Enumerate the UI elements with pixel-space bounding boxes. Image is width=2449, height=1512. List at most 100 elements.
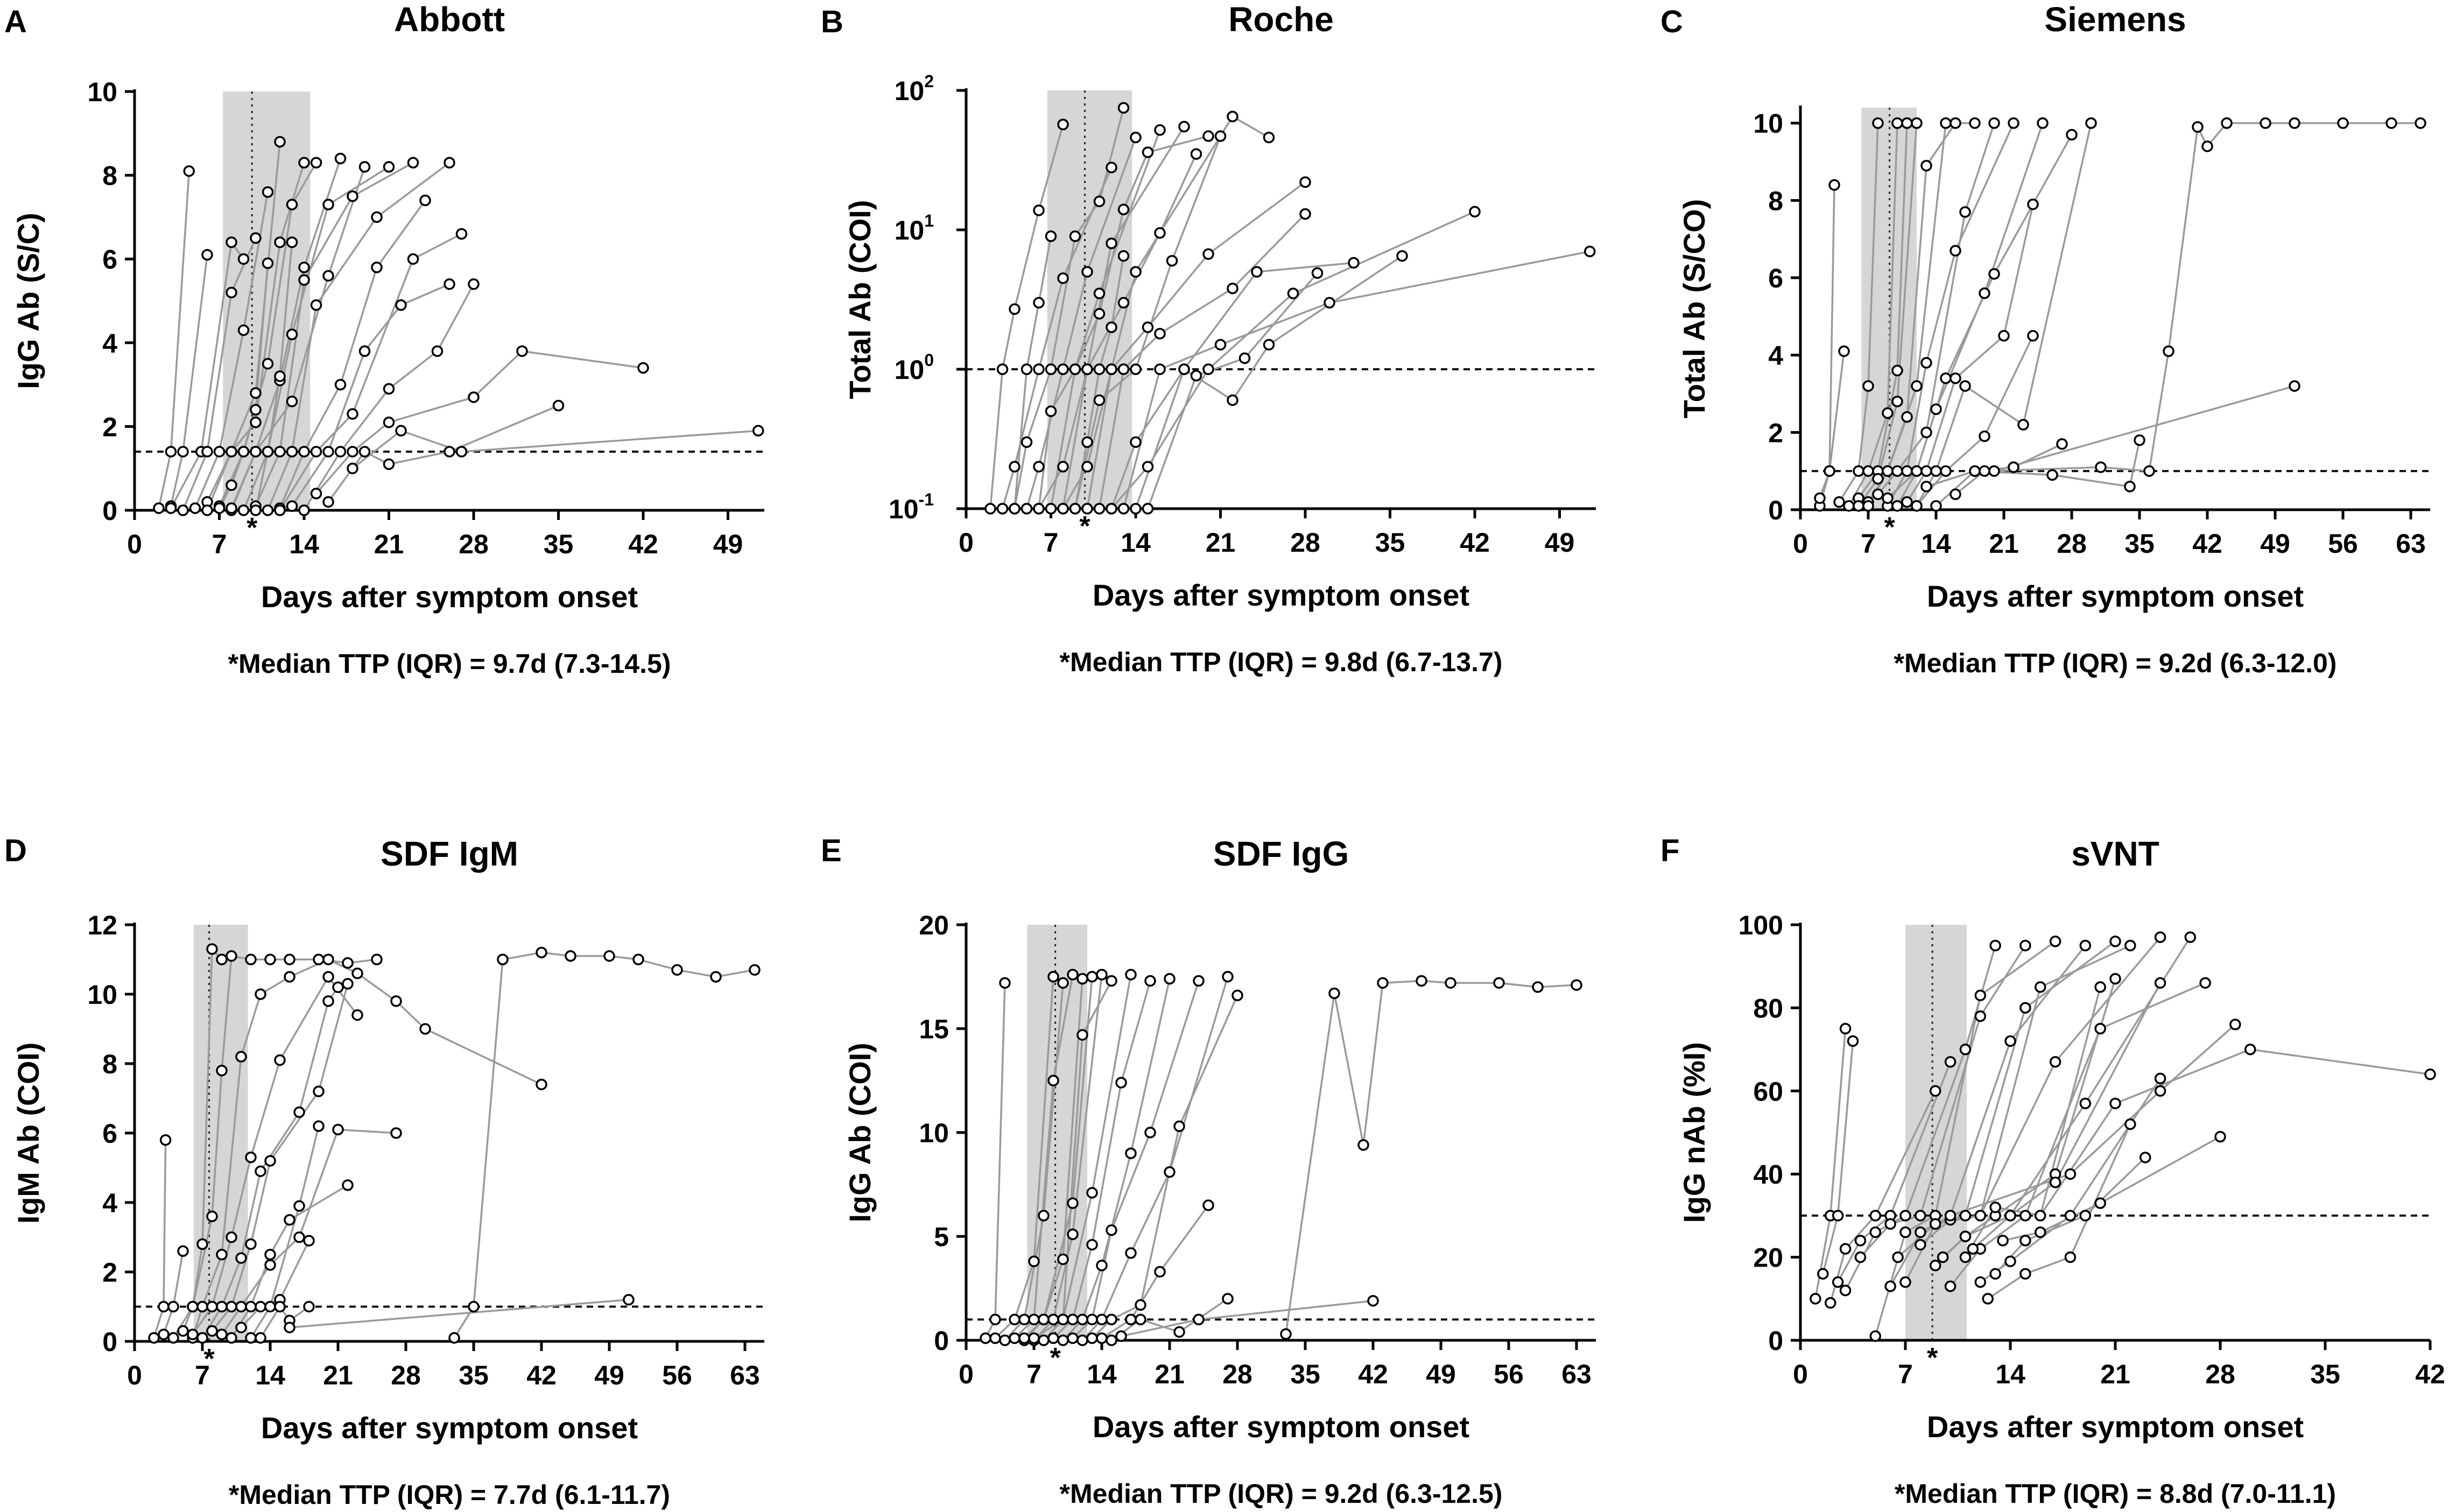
data-point bbox=[390, 1127, 402, 1139]
data-point bbox=[1142, 461, 1154, 473]
data-point bbox=[1117, 203, 1130, 215]
x-tick-label: 7 bbox=[195, 1360, 210, 1390]
data-point bbox=[167, 1332, 179, 1344]
data-point bbox=[310, 157, 322, 169]
data-point bbox=[2199, 977, 2211, 989]
data-point bbox=[1357, 1139, 1369, 1151]
data-point bbox=[206, 943, 218, 955]
series-line-3 bbox=[1014, 107, 1125, 509]
data-point bbox=[334, 152, 347, 165]
data-point bbox=[177, 1245, 189, 1257]
x-axis-title: Days after symptom onset bbox=[261, 580, 638, 614]
data-point bbox=[1135, 1313, 1146, 1326]
series-line-3 bbox=[1838, 123, 1879, 503]
data-point bbox=[1396, 250, 1408, 262]
series-line-13 bbox=[1906, 204, 2034, 503]
data-point bbox=[1164, 973, 1176, 985]
data-point bbox=[1884, 1218, 1896, 1230]
y-tick-label: 80 bbox=[1753, 993, 1783, 1023]
data-point bbox=[984, 503, 996, 515]
data-point bbox=[1324, 297, 1335, 309]
data-point bbox=[1135, 1299, 1146, 1311]
data-point bbox=[2289, 117, 2300, 129]
data-point bbox=[1982, 1293, 1994, 1305]
data-point bbox=[1416, 975, 1427, 987]
x-tick-label: 21 bbox=[1206, 528, 1236, 558]
x-tick-label: 7 bbox=[1861, 529, 1876, 559]
y-axis-title: IgG Ab (COI) bbox=[843, 1043, 877, 1222]
data-point bbox=[1021, 436, 1033, 448]
data-point bbox=[2214, 1130, 2226, 1143]
data-point bbox=[1979, 287, 1990, 299]
data-point bbox=[1086, 1332, 1098, 1344]
data-point bbox=[1969, 117, 1981, 129]
data-point bbox=[431, 345, 444, 357]
data-point bbox=[196, 1300, 208, 1313]
data-point bbox=[1009, 303, 1021, 315]
data-point bbox=[1989, 1201, 2001, 1213]
x-tick-label: 14 bbox=[255, 1360, 285, 1390]
x-tick-label: 35 bbox=[459, 1360, 489, 1390]
data-point bbox=[216, 953, 228, 966]
series-line-16 bbox=[1972, 982, 2162, 1250]
data-point bbox=[250, 404, 262, 416]
data-point bbox=[342, 957, 354, 969]
x-tick-label: 35 bbox=[544, 529, 574, 559]
data-point bbox=[2019, 1002, 2031, 1014]
y-tick-label: 10 bbox=[1753, 109, 1783, 139]
data-point bbox=[1950, 488, 1961, 501]
data-point bbox=[1869, 1226, 1882, 1239]
series-line-2 bbox=[163, 1250, 184, 1335]
data-point bbox=[1944, 1056, 1957, 1068]
series-line-15 bbox=[289, 1298, 629, 1328]
x-axis-title: Days after symptom onset bbox=[1093, 1410, 1469, 1444]
y-tick-label: 2 bbox=[102, 1257, 117, 1288]
data-point bbox=[358, 345, 371, 357]
data-point bbox=[1173, 1120, 1185, 1133]
data-point bbox=[989, 1332, 1001, 1344]
data-point bbox=[358, 446, 371, 458]
x-tick-label: 56 bbox=[2328, 529, 2358, 559]
data-point bbox=[158, 1328, 170, 1340]
series-line-16 bbox=[1926, 443, 2063, 488]
data-point bbox=[1997, 1234, 2009, 1247]
iqr-band bbox=[223, 92, 311, 510]
data-point bbox=[255, 988, 266, 1000]
series-line-15 bbox=[1964, 987, 2101, 1258]
y-tick-label: 0 bbox=[1768, 1326, 1783, 1356]
y-tick-exponent: 1 bbox=[924, 211, 934, 230]
data-point bbox=[1869, 1330, 1882, 1342]
data-point bbox=[2064, 1209, 2077, 1222]
median-star: * bbox=[203, 1344, 215, 1375]
data-point bbox=[342, 1179, 354, 1191]
data-point bbox=[1824, 465, 1835, 477]
data-point bbox=[1076, 1334, 1088, 1346]
data-point bbox=[2004, 1035, 2016, 1047]
data-point bbox=[1828, 179, 1840, 191]
data-point bbox=[1280, 1328, 1292, 1340]
data-point bbox=[1038, 1334, 1050, 1346]
data-point bbox=[2019, 939, 2031, 952]
data-point bbox=[1018, 1313, 1030, 1326]
data-point bbox=[237, 253, 250, 265]
y-tick-label: 15 bbox=[919, 1014, 949, 1044]
data-point bbox=[1328, 987, 1340, 1000]
data-point bbox=[1940, 117, 1952, 129]
data-point bbox=[196, 1238, 208, 1250]
x-tick-label: 42 bbox=[1358, 1359, 1388, 1389]
y-tick-label: 2 bbox=[1768, 418, 1783, 448]
data-point bbox=[1018, 1332, 1030, 1344]
data-point bbox=[1081, 266, 1093, 278]
x-tick-label: 14 bbox=[1995, 1359, 2025, 1389]
data-point bbox=[2260, 117, 2271, 129]
data-point bbox=[226, 236, 237, 248]
x-tick-label: 49 bbox=[594, 1360, 624, 1390]
data-point bbox=[1367, 1295, 1379, 1307]
series-line-20 bbox=[351, 430, 758, 469]
data-point bbox=[264, 1300, 276, 1313]
data-point bbox=[371, 262, 383, 273]
data-point bbox=[322, 971, 334, 983]
data-point bbox=[351, 1009, 363, 1021]
data-point bbox=[1115, 1077, 1127, 1089]
x-tick-label: 28 bbox=[2205, 1359, 2235, 1389]
